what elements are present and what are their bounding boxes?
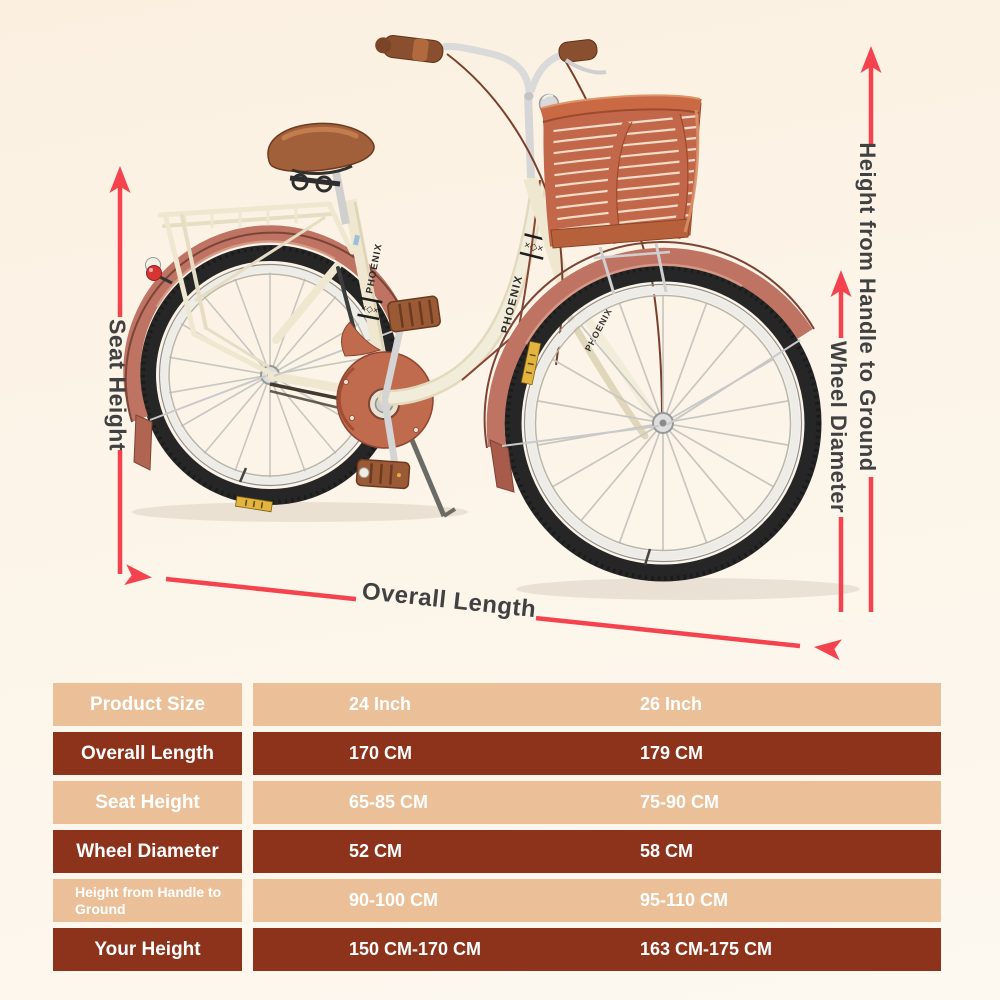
crankset (355, 295, 457, 518)
dimension-arrows (109, 46, 882, 661)
overall-length-arrow (124, 564, 842, 661)
wheel-diameter-label: Wheel Diameter (826, 340, 851, 514)
value-24: 65-85 CM (349, 792, 429, 812)
header-col-26: 26 Inch (640, 694, 703, 714)
table-row-seat-height: Seat Height 65-85 CM 75-90 CM (53, 781, 941, 824)
value-24: 150 CM-170 CM (349, 939, 482, 959)
pedal-upper (387, 295, 441, 333)
frame-sticker (353, 234, 360, 246)
table-row-overall-length: Overall Length 170 CM 179 CM (53, 732, 941, 775)
row-label: Your Height (53, 928, 242, 971)
rear-reflector (145, 257, 173, 285)
handle-height-arrow (860, 46, 882, 612)
spec-table: Product Size 24 Inch 26 Inch Overall Len… (53, 683, 941, 971)
front-basket (540, 94, 702, 295)
row-label: Wheel Diameter (53, 830, 242, 873)
table-row-handle-height: Height from Handle to Ground 90-100 CM 9… (53, 879, 941, 922)
ground-shadow (132, 502, 860, 600)
right-grip (558, 39, 598, 63)
handle-height-label: Height from Handle to Ground (855, 142, 880, 472)
frame-ornament: ×◇× (357, 296, 383, 321)
seat-post (332, 171, 350, 225)
tire-sticker (234, 495, 274, 513)
saddle (267, 122, 375, 225)
row-values: 90-100 CM 95-110 CM (253, 879, 941, 922)
seat-height-label: Seat Height (104, 318, 131, 452)
wheel-diameter-arrow (830, 270, 852, 612)
bicycle-illustration: PHOENIX ×◇× PHOENIX × (109, 35, 882, 661)
table-row-your-height: Your Height 150 CM-170 CM 163 CM-175 CM (53, 928, 941, 971)
tire-sticker (520, 340, 542, 386)
value-26: 95-110 CM (640, 890, 729, 910)
value-26: 75-90 CM (640, 792, 720, 812)
header-col-24: 24 Inch (349, 694, 412, 714)
front-wheel (504, 264, 822, 582)
svg-text:×◇×: ×◇× (523, 240, 545, 255)
row-label: Seat Height (53, 781, 242, 824)
value-26: 58 CM (640, 841, 694, 861)
value-26: 179 CM (640, 743, 704, 763)
header-values: 24 Inch 26 Inch (253, 683, 941, 726)
row-values: 65-85 CM 75-90 CM (253, 781, 941, 824)
rear-rack (157, 201, 355, 375)
table-row-wheel-diameter: Wheel Diameter 52 CM 58 CM (53, 830, 941, 873)
table-row-header: Product Size 24 Inch 26 Inch (53, 683, 941, 726)
header-label: Product Size (53, 683, 242, 726)
value-24: 90-100 CM (349, 890, 439, 910)
pedal-lower (355, 458, 411, 490)
row-values: 170 CM 179 CM (253, 732, 941, 775)
row-values: 52 CM 58 CM (253, 830, 941, 873)
svg-text:×◇×: ×◇× (360, 302, 379, 315)
brake-lever (564, 58, 607, 75)
row-label: Overall Length (53, 732, 242, 775)
seat-height-arrow (109, 166, 131, 574)
value-24: 170 CM (349, 743, 413, 763)
handlebar-right (527, 50, 566, 94)
handlebar-left (442, 42, 533, 93)
left-grip (375, 35, 444, 63)
stem (524, 93, 535, 179)
row-label: Height from Handle to Ground (53, 879, 242, 922)
row-values: 150 CM-170 CM 163 CM-175 CM (253, 928, 941, 971)
value-26: 163 CM-175 CM (640, 939, 773, 959)
value-24: 52 CM (349, 841, 403, 861)
kickstand (409, 439, 447, 517)
